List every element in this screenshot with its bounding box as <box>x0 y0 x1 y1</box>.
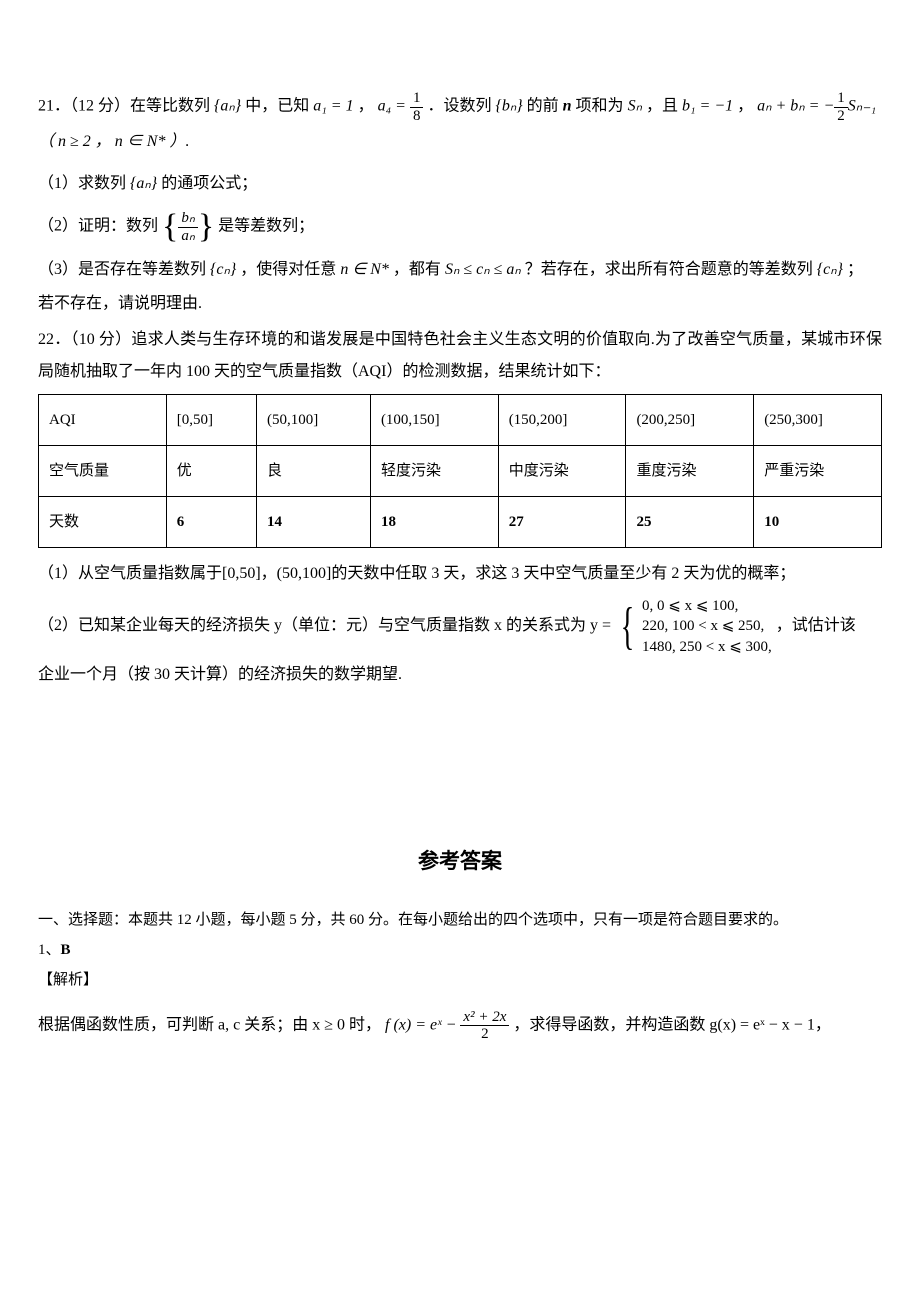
aqi-range: (50,100] <box>257 395 371 446</box>
q21-Sn: Sₙ <box>628 98 642 115</box>
days-label: 天数 <box>39 497 167 548</box>
aqi-range: (100,150] <box>370 395 498 446</box>
q21-rec-left: aₙ + bₙ = − <box>757 98 834 115</box>
table-row: 天数 6 14 18 27 25 10 <box>39 497 882 548</box>
quality-label: 空气质量 <box>39 446 167 497</box>
q21-a1: a₁ = 1 <box>313 98 353 115</box>
q21-a4-lhs: a₄ = <box>378 98 410 115</box>
q22-part2b: 企业一个月（按 30 天计算）的经济损失的数学期望. <box>38 659 882 691</box>
q21-header-a: 21．（12 分）在等比数列 <box>38 98 210 115</box>
table-row: 空气质量 优 良 轻度污染 中度污染 重度污染 严重污染 <box>39 446 882 497</box>
q21-stem: 21．（12 分）在等比数列 {aₙ} 中，已知 a₁ = 1 ， a₄ = 1… <box>38 90 882 124</box>
q21-header-d: 的前 <box>527 98 559 115</box>
seq-bn: {bₙ} <box>495 98 522 115</box>
quality-cell: 中度污染 <box>498 446 626 497</box>
explanation-heading: 【解析】 <box>38 965 882 995</box>
answer-1: 1、B <box>38 935 882 965</box>
days-cell: 14 <box>257 497 371 548</box>
quality-cell: 严重污染 <box>754 446 882 497</box>
q21-n: n <box>563 98 576 115</box>
quality-cell: 轻度污染 <box>370 446 498 497</box>
aqi-table: AQI [0,50] (50,100] (100,150] (150,200] … <box>38 394 882 548</box>
expl-frac: x² + 2x2 <box>460 1009 509 1043</box>
q21-p2-frac: bₙaₙ <box>178 210 197 244</box>
q21-a4-frac: 18 <box>410 90 424 124</box>
q21-b1: b₁ = −1 <box>682 98 733 115</box>
q21-part1: （1）求数列 {aₙ} 的通项公式； <box>38 168 882 200</box>
q21-rec-right: Sₙ₋₁ <box>848 98 876 115</box>
answers-title: 参考答案 <box>38 841 882 883</box>
days-cell: 25 <box>626 497 754 548</box>
aqi-label: AQI <box>39 395 167 446</box>
days-cell: 10 <box>754 497 882 548</box>
q21-header-f: ，且 <box>646 98 678 115</box>
quality-cell: 重度污染 <box>626 446 754 497</box>
explanation-body: 根据偶函数性质，可判断 a, c 关系；由 x ≥ 0 时， f (x) = e… <box>38 1009 882 1043</box>
q21-header-c: ．设数列 <box>427 98 491 115</box>
q22-part2: （2）已知某企业每天的经济损失 y（单位：元）与空气质量指数 x 的关系式为 y… <box>38 596 882 657</box>
aqi-range: (150,200] <box>498 395 626 446</box>
q21-part3: （3）是否存在等差数列 {cₙ} ，使得对任意 n ∈ N* ，都有 Sₙ ≤ … <box>38 254 882 286</box>
piecewise-body: 0, 0 ⩽ x ⩽ 100, 220, 100 < x ⩽ 250, 1480… <box>642 596 772 657</box>
aqi-range: [0,50] <box>166 395 256 446</box>
q21-part3b: 若不存在，请说明理由. <box>38 288 882 320</box>
quality-cell: 良 <box>257 446 371 497</box>
answers-section-heading: 一、选择题：本题共 12 小题，每小题 5 分，共 60 分。在每小题给出的四个… <box>38 905 882 935</box>
quality-cell: 优 <box>166 446 256 497</box>
q22-part1: （1）从空气质量指数属于[0,50]，(50,100]的天数中任取 3 天，求这… <box>38 558 882 590</box>
days-cell: 27 <box>498 497 626 548</box>
aqi-range: (200,250] <box>626 395 754 446</box>
q21-part2: （2）证明：数列 {bₙaₙ} 是等差数列； <box>38 210 882 244</box>
q21-header-e: 项和为 <box>576 98 624 115</box>
days-cell: 6 <box>166 497 256 548</box>
q21-rec-frac: 12 <box>834 90 848 124</box>
q22-stem: 22．（10 分）追求人类与生存环境的和谐发展是中国特色社会主义生态文明的价值取… <box>38 324 882 388</box>
q21-header-b: 中，已知 <box>245 98 309 115</box>
piecewise-brace-icon: { <box>621 607 635 646</box>
days-cell: 18 <box>370 497 498 548</box>
seq-an: {aₙ} <box>214 98 241 115</box>
q21-cond: （ n ≥ 2 ， n ∈ N* ）. <box>38 126 882 158</box>
aqi-range: (250,300] <box>754 395 882 446</box>
answer-1-choice: B <box>61 942 71 958</box>
table-row: AQI [0,50] (50,100] (100,150] (150,200] … <box>39 395 882 446</box>
